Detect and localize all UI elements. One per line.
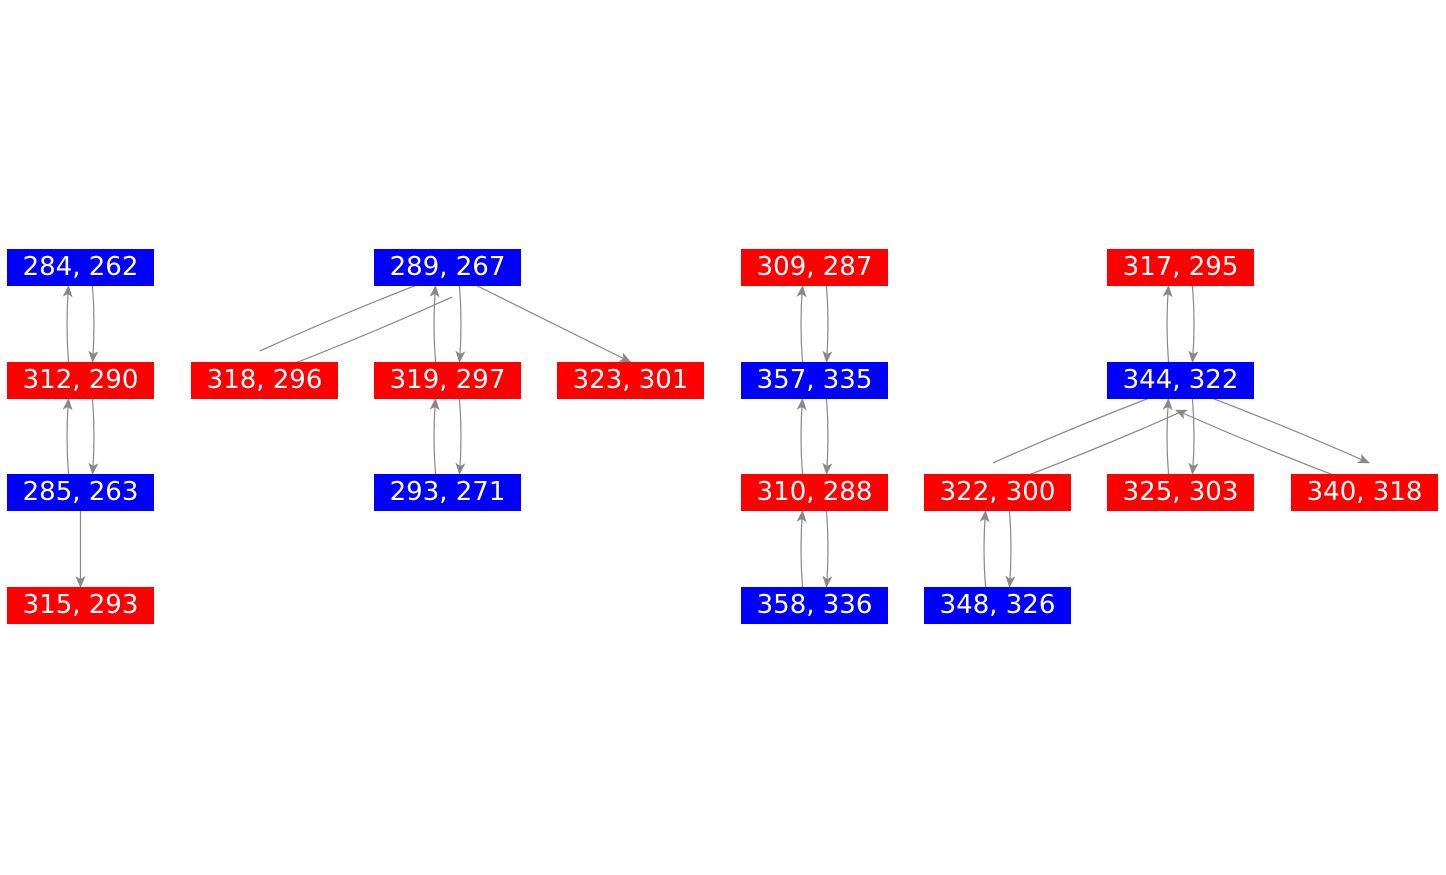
node-312-290: 312, 290 — [7, 362, 154, 399]
node-325-303: 325, 303 — [1107, 474, 1254, 511]
node-284-262: 284, 262 — [7, 249, 154, 286]
edge-arrow — [1188, 285, 1199, 363]
node-358-336: 358, 336 — [741, 587, 888, 624]
edge-arrow — [796, 510, 807, 588]
edge-arrow — [88, 285, 99, 363]
edge-arrow — [796, 398, 807, 475]
edge-arrow — [1188, 398, 1199, 475]
edge-arrow — [62, 285, 73, 363]
node-344-322: 344, 322 — [1107, 362, 1254, 399]
node-310-288: 310, 288 — [741, 474, 888, 511]
edge-arrow — [1184, 387, 1370, 464]
edge-arrow — [822, 285, 833, 363]
node-315-293: 315, 293 — [7, 587, 154, 624]
node-289-267: 289, 267 — [374, 249, 521, 286]
edge-arrow — [88, 398, 99, 475]
edge-arrow — [1162, 285, 1173, 363]
node-348-326: 348, 326 — [924, 587, 1071, 624]
edge-arrow — [1005, 510, 1016, 588]
node-317-295: 317, 295 — [1107, 249, 1254, 286]
node-319-297: 319, 297 — [374, 362, 521, 399]
edge-arrow — [979, 510, 990, 588]
edge-arrow — [822, 398, 833, 475]
edge-arrow — [822, 510, 833, 588]
node-340-318: 340, 318 — [1291, 474, 1438, 511]
edge-arrow — [455, 398, 466, 475]
edge-arrow — [455, 285, 466, 363]
edge-arrow — [62, 398, 73, 475]
node-323-301: 323, 301 — [557, 362, 704, 399]
node-285-263: 285, 263 — [7, 474, 154, 511]
edge-arrow — [796, 285, 807, 363]
edge-arrow — [429, 285, 440, 363]
node-357-335: 357, 335 — [741, 362, 888, 399]
node-309-287: 309, 287 — [741, 249, 888, 286]
node-293-271: 293, 271 — [374, 474, 521, 511]
edge-arrow — [429, 398, 440, 475]
node-322-300: 322, 300 — [924, 474, 1071, 511]
edge-arrow — [1162, 398, 1173, 475]
edge-arrow — [477, 285, 632, 363]
node-318-296: 318, 296 — [191, 362, 338, 399]
edge-arrow — [992, 387, 1177, 464]
